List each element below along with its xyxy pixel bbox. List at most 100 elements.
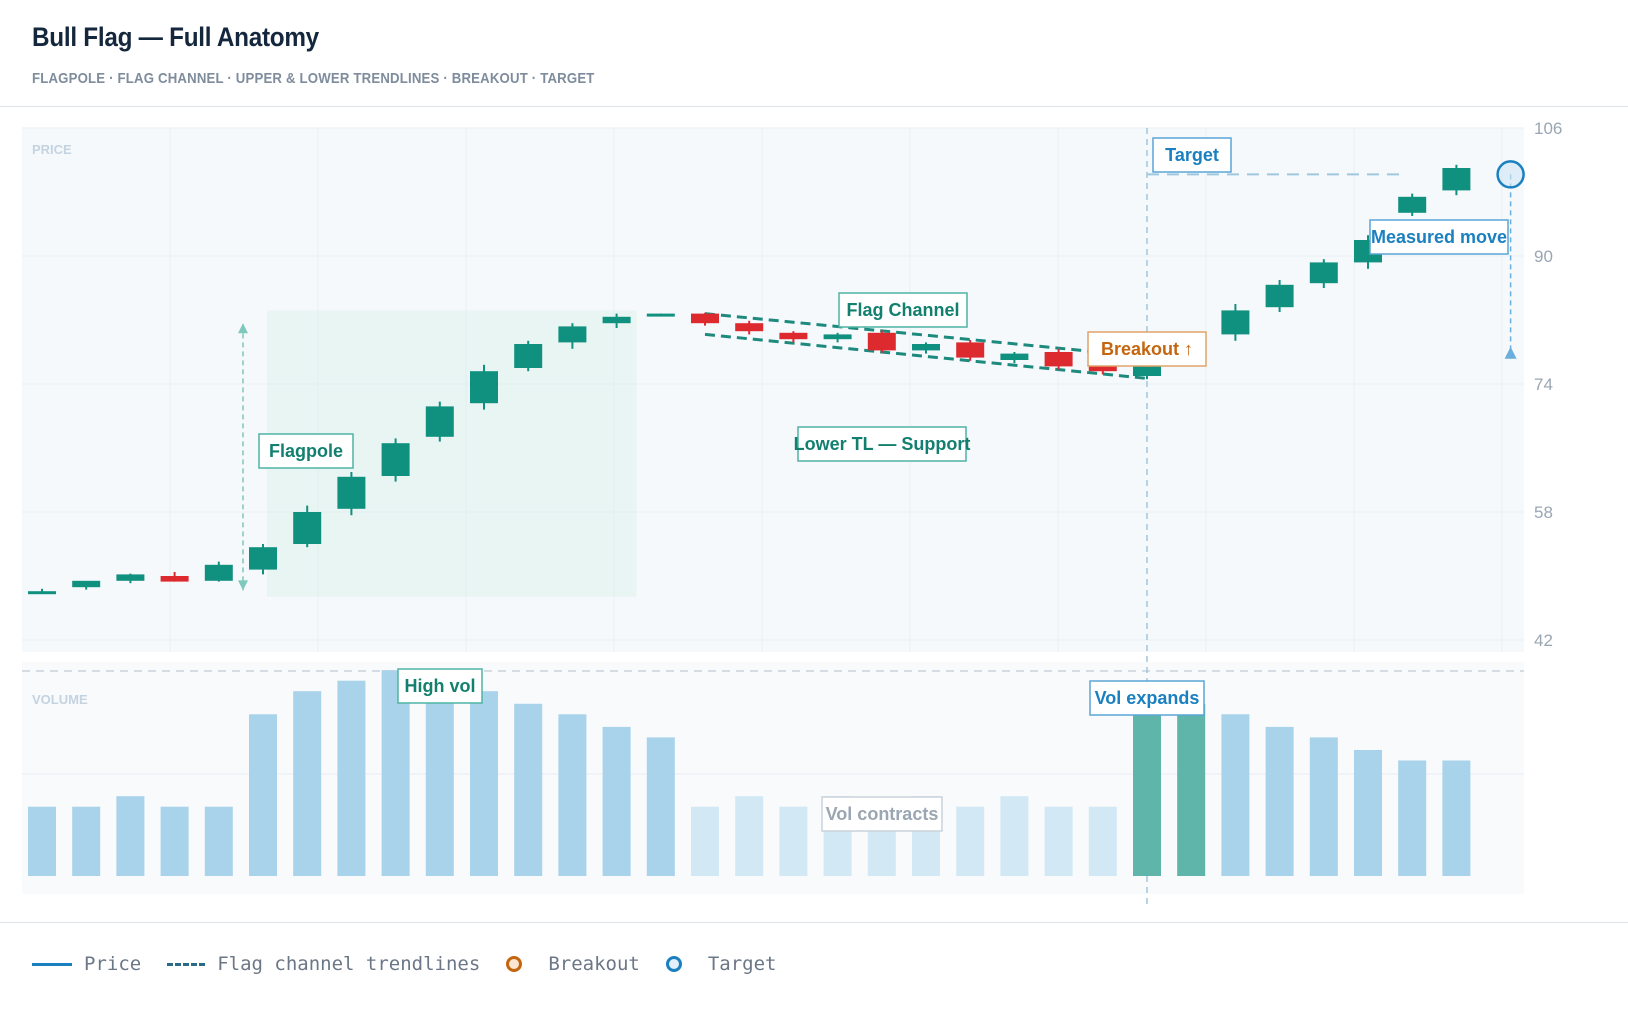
legend-item-trendlines: Flag channel trendlines <box>167 953 480 975</box>
volume-bar <box>1221 714 1250 876</box>
volume-bar <box>1000 796 1029 876</box>
y-tick-label: 106 <box>1534 119 1562 138</box>
candle-body <box>867 332 896 351</box>
flagpole-annotation-box <box>258 433 354 469</box>
grid-lines <box>22 127 1524 775</box>
candle-body <box>160 576 189 582</box>
candle-body <box>293 512 322 544</box>
volume-bar <box>1309 737 1338 876</box>
legend: Price Flag channel trendlines Breakout T… <box>32 953 802 975</box>
candle-body <box>470 371 498 404</box>
candle-body <box>1000 353 1029 360</box>
flag-channel-annotation-label: Flag Channel <box>846 300 959 320</box>
chart-header: Bull Flag — Full Anatomy FLAGPOLE · FLAG… <box>0 0 1628 107</box>
legend-item-price: Price <box>32 953 141 975</box>
volume-bar <box>116 796 145 876</box>
breakout-annotation-box <box>1087 331 1207 367</box>
volume-bar <box>646 737 675 876</box>
vol-expands-annotation-label: Vol expands <box>1095 688 1200 708</box>
candle-body <box>602 316 631 324</box>
candle-body <box>735 323 764 332</box>
flagpole-annotation-label: Flagpole <box>269 441 343 461</box>
vol-contracts-annotation-box <box>821 796 943 832</box>
volume-bar <box>72 806 101 876</box>
volume-panel <box>22 662 1524 894</box>
trendline-swatch <box>167 962 206 966</box>
legend-item-target: Target <box>665 953 777 975</box>
y-axis-ticks: 106 90 74 58 42 <box>1534 119 1562 650</box>
volume-bar <box>204 806 233 876</box>
candle-body <box>28 591 56 595</box>
volume-bar <box>1044 806 1073 876</box>
candle-body <box>1221 310 1250 335</box>
candle-body <box>381 443 410 476</box>
volume-bar <box>956 806 985 876</box>
candle-body <box>249 547 277 570</box>
volume-bar <box>602 726 631 876</box>
bull-flag-chart: PRICE VOLUME 106 90 74 58 42 Flagpole Flag Ch… <box>22 119 1562 906</box>
volume-bar <box>1088 806 1117 876</box>
price-line-swatch <box>32 962 72 966</box>
volume-bar <box>470 691 498 876</box>
volume-bar <box>1133 691 1161 876</box>
volume-bar <box>735 796 764 876</box>
y-tick-label: 90 <box>1534 247 1553 266</box>
flagpole-arrowhead-up <box>238 323 248 334</box>
legend-label-trendlines: Flag channel trendlines <box>217 953 481 975</box>
vol-expands-annotation-box <box>1089 680 1205 716</box>
volume-bar <box>337 680 366 876</box>
price-panel <box>22 128 1524 652</box>
candle-body <box>646 313 675 317</box>
legend-bar: Price Flag channel trendlines Breakout T… <box>0 922 1628 1011</box>
chart-subtitle: FLAGPOLE · FLAG CHANNEL · UPPER & LOWER … <box>32 70 595 87</box>
candle-body <box>912 344 940 351</box>
candle-body <box>691 313 719 324</box>
volume-bar <box>691 806 719 876</box>
candle-body <box>823 334 852 340</box>
lower-tl-annotation-label: Lower TL — Support <box>794 434 971 454</box>
target-annotation-box <box>1152 137 1232 173</box>
volume-bar <box>293 691 322 876</box>
candles <box>28 164 1471 595</box>
breakout-annotation-label: Breakout ↑ <box>1101 339 1193 359</box>
candle-body <box>1442 168 1471 191</box>
volume-bar <box>425 680 454 876</box>
legend-label-target: Target <box>707 953 777 975</box>
candle-body <box>1044 352 1073 367</box>
candle-body <box>779 332 808 340</box>
volume-bar <box>1442 760 1471 876</box>
y-tick-label: 74 <box>1534 375 1553 394</box>
high-vol-annotation-box <box>397 668 483 704</box>
volume-bar <box>514 703 543 876</box>
candle-body <box>1398 196 1427 213</box>
annotations: Flagpole Flag Channel Lower TL — Support Br… <box>258 137 1509 832</box>
volume-bar <box>28 806 56 876</box>
flag-channel-annotation-box <box>838 292 968 328</box>
candle-body <box>1309 262 1338 284</box>
candle-body <box>514 344 543 368</box>
candle-body <box>956 342 985 358</box>
legend-label-price: Price <box>84 953 142 975</box>
volume-bar <box>558 714 587 876</box>
volume-bar <box>1265 726 1294 876</box>
lower-trendline <box>704 332 1148 380</box>
candle-body <box>337 476 366 509</box>
volume-bar <box>1354 750 1382 876</box>
chart-title: Bull Flag — Full Anatomy <box>32 22 319 52</box>
target-circle-swatch <box>665 956 682 972</box>
volume-bar <box>381 670 410 876</box>
measured-move-annotation-box <box>1369 219 1509 255</box>
volume-bar <box>779 806 808 876</box>
volume-panel-label: VOLUME <box>32 692 88 707</box>
measured-move-annotation-label: Measured move <box>1371 227 1507 247</box>
upper-trendline <box>704 312 1148 359</box>
measured-move-arrowhead <box>1504 346 1517 359</box>
legend-label-breakout: Breakout <box>548 953 640 975</box>
lower-tl-annotation-box <box>797 426 967 462</box>
candle-body <box>1265 284 1294 308</box>
candle-body <box>204 564 233 581</box>
vol-contracts-annotation-label: Vol contracts <box>826 804 939 824</box>
candle-body <box>425 406 454 437</box>
candle-body <box>558 326 587 343</box>
high-vol-annotation-label: High vol <box>405 676 476 696</box>
